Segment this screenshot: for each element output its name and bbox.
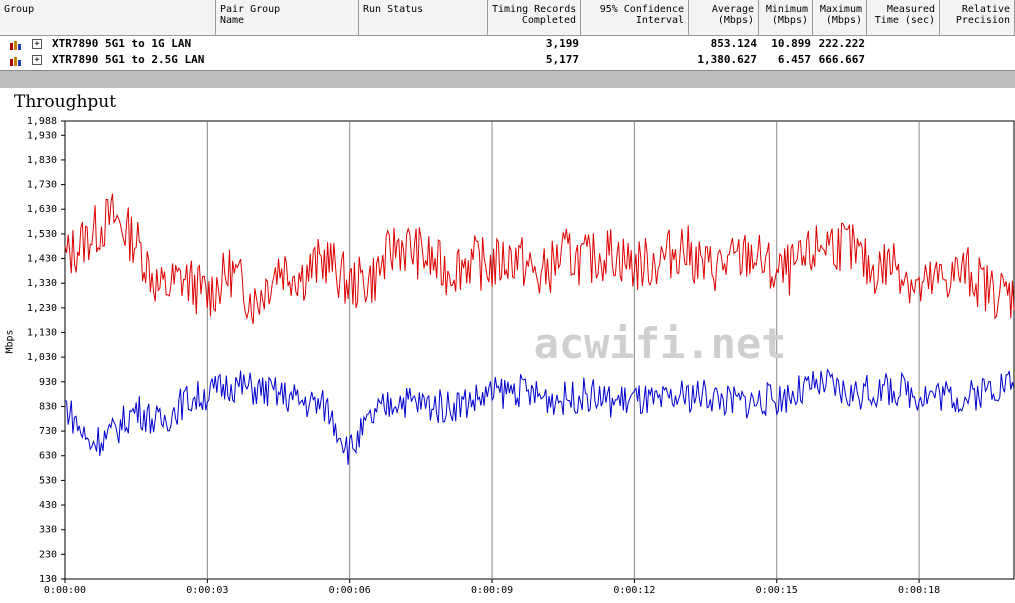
minimum-cell: 10.899 [771, 37, 811, 50]
column-header-line: Minimum [765, 4, 808, 15]
column-header-line: Name [220, 15, 245, 26]
expand-toggle[interactable]: + [32, 39, 42, 49]
average-cell: 853.124 [710, 37, 757, 50]
column-header-line: Interval [635, 15, 684, 26]
x-tick-label: 0:00:12 [613, 585, 655, 596]
y-tick-label: 830 [39, 401, 57, 412]
column-header-line: (Mbps) [771, 15, 808, 26]
maximum-cell: 222.222 [818, 37, 865, 50]
y-tick-label: 130 [39, 574, 57, 585]
x-tick-label: 0:00:09 [471, 585, 513, 596]
y-tick-label: 630 [39, 451, 57, 462]
throughput-chart: 1,988 1,930 1,830 1,730 1,630 1,530 1,430 1,330… [27, 116, 1015, 596]
y-tick-label: 1,830 [27, 155, 57, 166]
column-header-average[interactable]: Average (Mbps) [689, 0, 759, 36]
column-header-maximum[interactable]: Maximum (Mbps) [813, 0, 867, 36]
column-header-relative-precision[interactable]: Relative Precision [940, 0, 1015, 36]
x-tick-label: 0:00:18 [898, 585, 940, 596]
x-tick-label: 0:00:03 [186, 585, 228, 596]
column-header-line: Measured [886, 4, 935, 15]
column-header-line: Average [711, 4, 754, 15]
column-header-measured-time[interactable]: Measured Time (sec) [867, 0, 940, 36]
plot-area [64, 120, 1015, 580]
y-tick-label: 1,130 [27, 327, 57, 338]
y-tick-label: 530 [39, 475, 57, 486]
column-header-confidence[interactable]: 95% Confidence Interval [581, 0, 689, 36]
y-tick-label: 1,030 [27, 352, 57, 363]
y-tick-label: 1,988 [27, 116, 57, 127]
x-tick-label: 0:00:15 [756, 585, 798, 596]
column-header-line: 95% Confidence [599, 4, 684, 15]
group-cell: XTR7890 5G1 to 1G LAN [52, 37, 192, 50]
throughput-chart-panel: Throughput Mbps 1,988 1,930 1,830 1,730 1,63… [0, 88, 1015, 603]
column-header-minimum[interactable]: Minimum (Mbps) [759, 0, 813, 36]
column-header-line: (Mbps) [825, 15, 862, 26]
y-tick-label: 730 [39, 426, 57, 437]
average-cell: 1,380.627 [697, 53, 757, 66]
column-header-timing-records[interactable]: Timing Records Completed [488, 0, 581, 36]
y-tick-label: 1,930 [27, 130, 57, 141]
y-tick-label: 1,530 [27, 229, 57, 240]
splitter-bar[interactable] [0, 70, 1015, 89]
column-header-line: Maximum [819, 4, 862, 15]
table-row[interactable]: + XTR7890 5G1 to 1G LAN 3,199 853.124 10.899… [0, 36, 1015, 52]
y-tick-label: 230 [39, 549, 57, 560]
y-tick-label: 1,630 [27, 204, 57, 215]
column-header-line: Time (sec) [874, 15, 935, 26]
column-header-line: Relative [961, 4, 1010, 15]
group-cell: XTR7890 5G1 to 2.5G LAN [52, 53, 205, 66]
series-line [64, 193, 1015, 325]
column-header-line: Timing Records [492, 4, 577, 15]
y-tick-label: 1,430 [27, 254, 57, 265]
column-header-line: Precision [955, 15, 1010, 26]
maximum-cell: 666.667 [818, 53, 865, 66]
y-tick-label: 1,230 [27, 303, 57, 314]
column-header-line: (Mbps) [717, 15, 754, 26]
x-tick-label: 0:00:00 [44, 585, 86, 596]
x-tick-label: 0:00:06 [329, 585, 371, 596]
watermark: acwifi.net [534, 319, 787, 368]
records-cell: 5,177 [545, 53, 579, 66]
column-header-pair-group-name[interactable]: Pair Group Name [216, 0, 359, 36]
y-tick-label: 430 [39, 500, 57, 511]
y-tick-label: 330 [39, 525, 57, 536]
expand-toggle[interactable]: + [32, 55, 42, 65]
chart-title: Throughput [14, 92, 117, 112]
column-header-line: Pair Group [220, 4, 281, 15]
y-tick-label: 1,330 [27, 278, 57, 289]
column-header-line: Completed [521, 15, 576, 26]
pair-group-icon [10, 56, 21, 66]
results-table: Group Pair Group Name Run Status Timing Reco… [0, 0, 1015, 70]
table-row[interactable]: + XTR7890 5G1 to 2.5G LAN 5,177 1,380.627 6.… [0, 52, 1015, 68]
column-header-line: Run Status [363, 4, 424, 15]
minimum-cell: 6.457 [777, 53, 811, 66]
series-line [64, 368, 1015, 465]
pair-group-icon [10, 40, 21, 50]
y-tick-label: 1,730 [27, 180, 57, 191]
y-tick-label: 930 [39, 377, 57, 388]
column-header-group[interactable]: Group [0, 0, 216, 36]
column-header-run-status[interactable]: Run Status [359, 0, 488, 36]
column-header-line: Group [4, 4, 35, 15]
records-cell: 3,199 [545, 37, 579, 50]
